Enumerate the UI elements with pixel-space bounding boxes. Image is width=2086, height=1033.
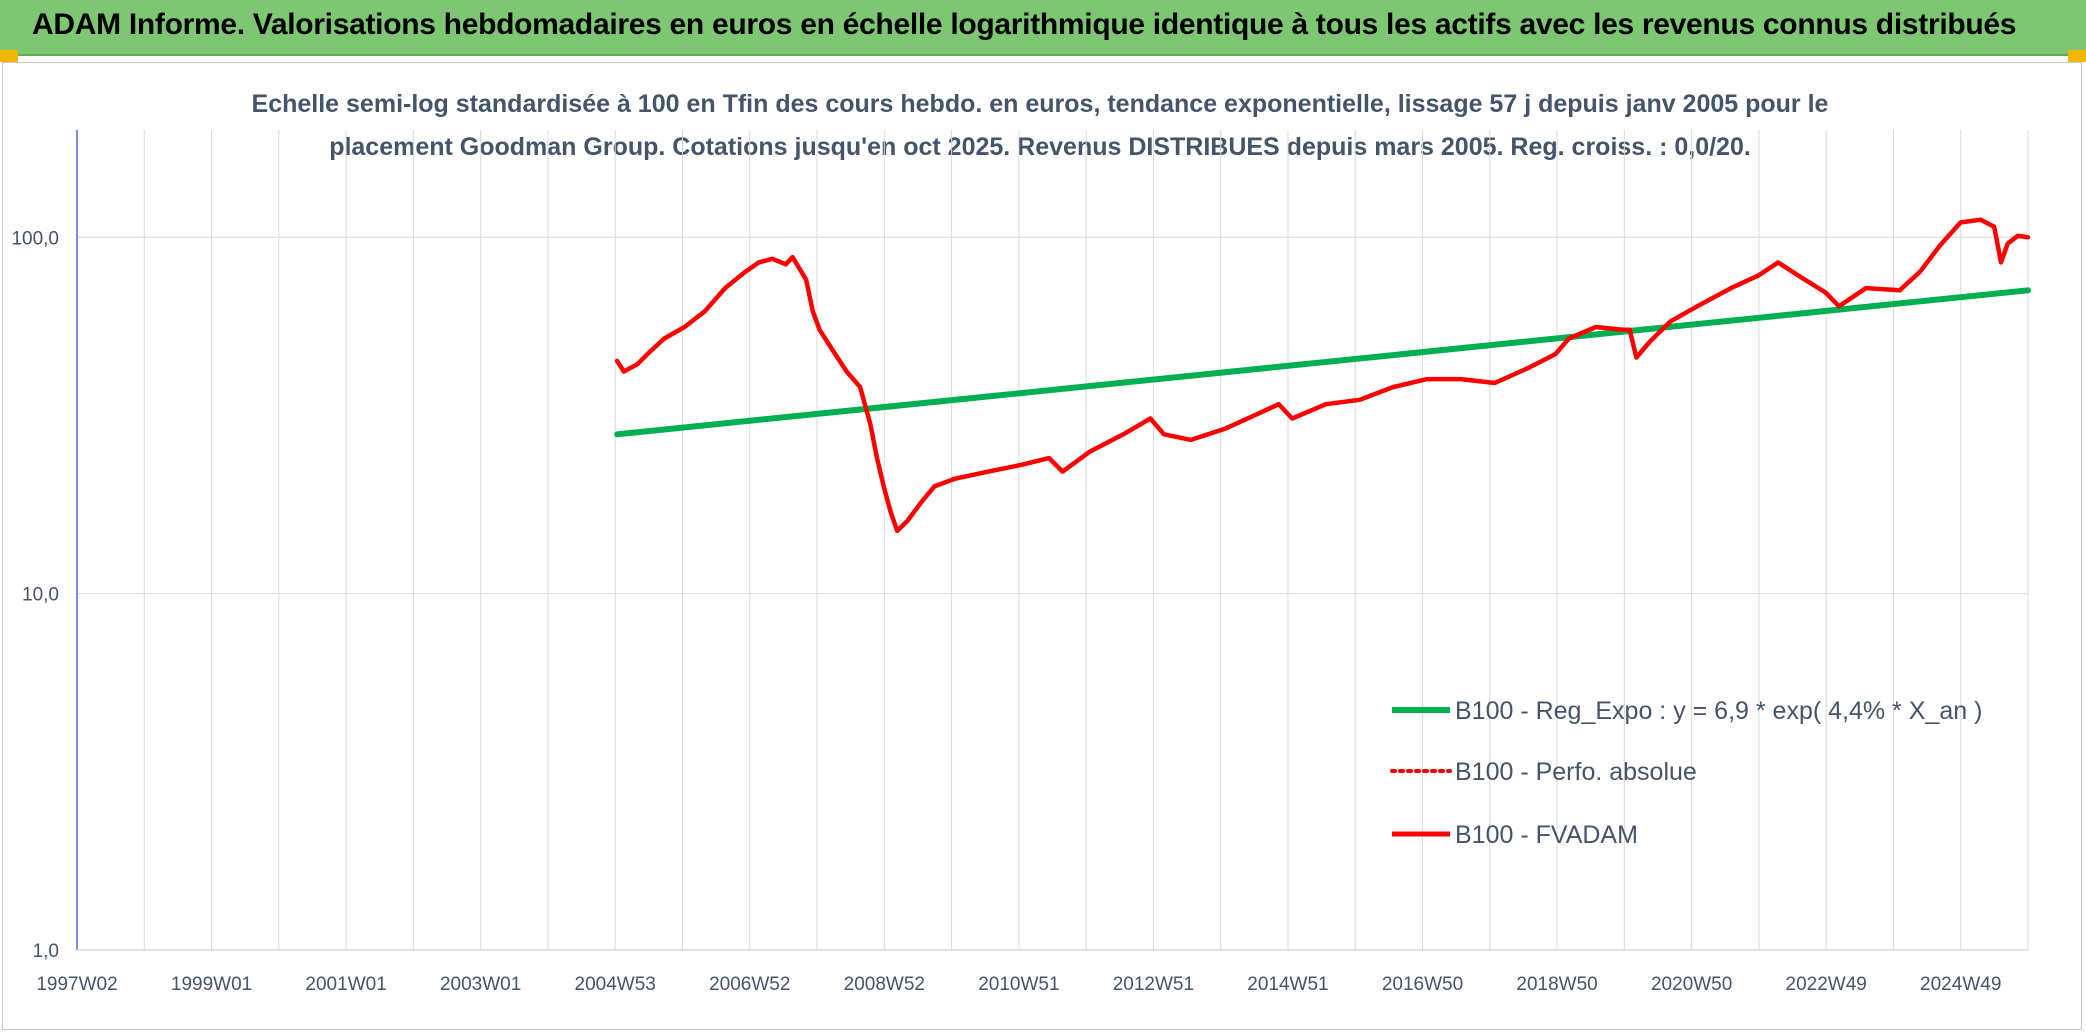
- x-tick-label: 2012W51: [1113, 974, 1194, 995]
- chart-frame: [2, 62, 2082, 1030]
- x-tick-label: 1999W01: [171, 974, 252, 995]
- corner-marker-left: [0, 50, 18, 62]
- x-tick-label: 1997W02: [36, 974, 117, 995]
- x-tick-label: 2004W53: [575, 974, 656, 995]
- legend-label: B100 - Reg_Expo : y = 6,9 * exp( 4,4% * …: [1455, 697, 1982, 725]
- y-tick-label: 10,0: [22, 585, 59, 606]
- x-tick-label: 2001W01: [305, 974, 386, 995]
- x-tick-label: 2008W52: [844, 974, 925, 995]
- chart-series: [614, 217, 2031, 534]
- x-tick-label: 2024W49: [1920, 974, 2001, 995]
- x-tick-label: 2016W50: [1382, 974, 1463, 995]
- corner-marker-right: [2068, 50, 2086, 62]
- x-tick-label: 2022W49: [1786, 974, 1867, 995]
- legend-label: B100 - FVADAM: [1455, 821, 1638, 849]
- trend-line: [614, 287, 2031, 438]
- report-title: ADAM Informe. Valorisations hebdomadaire…: [32, 8, 2017, 41]
- x-tick-label: 2020W50: [1651, 974, 1732, 995]
- x-tick-label: 2006W52: [709, 974, 790, 995]
- legend-label: B100 - Perfo. absolue: [1455, 758, 1697, 786]
- chart-axes: 100,0 10,0 1,0 1997W02 1999W01 2001W01 2003W01…: [11, 130, 2028, 995]
- x-tick-label: 2003W01: [440, 974, 521, 995]
- chart-legend: B100 - Reg_Expo : y = 6,9 * exp( 4,4% * …: [1390, 697, 1982, 849]
- x-tick-label: 2018W50: [1516, 974, 1597, 995]
- fvadam-line: [614, 217, 2031, 534]
- y-tick-label: 100,0: [11, 228, 59, 249]
- x-tick-label: 2010W51: [978, 974, 1059, 995]
- y-tick-label: 1,0: [33, 941, 59, 962]
- report-header: ADAM Informe. Valorisations hebdomadaire…: [0, 0, 2086, 56]
- chart-title-line-2: placement Goodman Group. Cotations jusqu…: [329, 133, 1751, 161]
- chart-title-line-1: Echelle semi-log standardisée à 100 en T…: [251, 90, 1829, 118]
- x-tick-label: 2014W51: [1247, 974, 1328, 995]
- chart-grid: [76, 130, 2029, 950]
